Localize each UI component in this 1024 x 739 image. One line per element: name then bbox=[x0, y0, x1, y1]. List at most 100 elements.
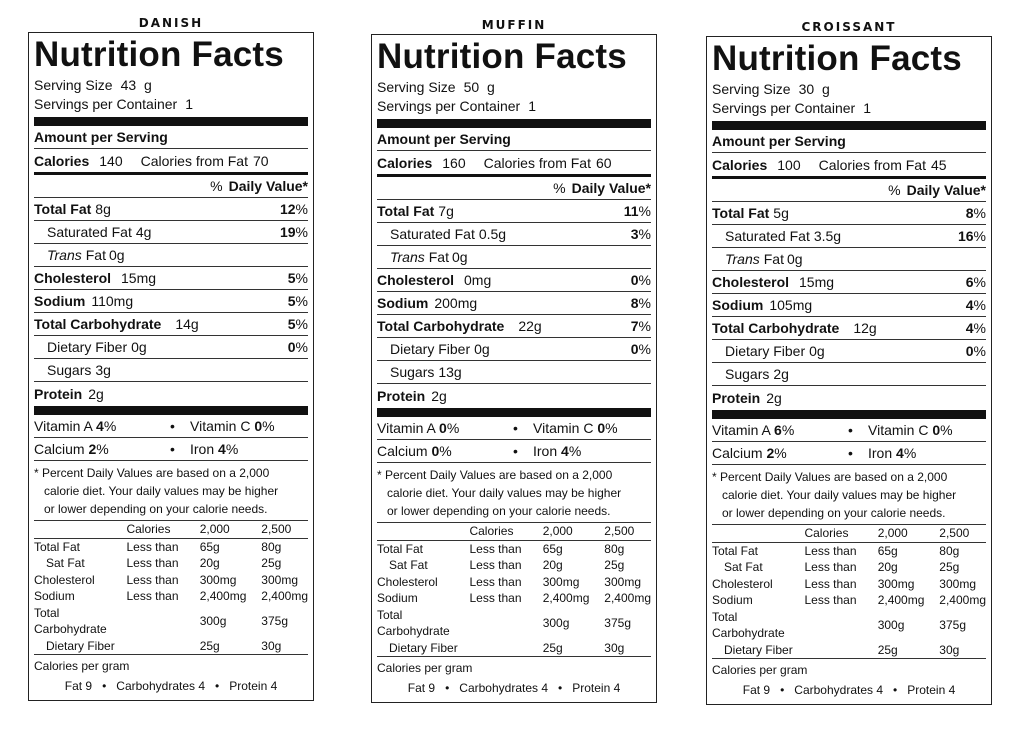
sodium-percent: 8% bbox=[630, 295, 651, 311]
reference-table-cell: 20g bbox=[877, 560, 898, 574]
reference-table-cell: 2,400mg bbox=[604, 591, 651, 605]
servings-value: 1 bbox=[185, 95, 193, 112]
reference-table-cell: Total Fat bbox=[34, 539, 81, 554]
calories-per-gram: Calories per gram Fat 9 • Carbohydrates … bbox=[377, 657, 651, 702]
trans-fat-value: 0g bbox=[451, 249, 468, 265]
reference-table-row: Sat Fat Less than 20g 25g bbox=[712, 559, 986, 576]
thick-divider bbox=[377, 119, 651, 128]
sodium-percent: 4% bbox=[965, 297, 986, 313]
reference-table-cell: Total Fat bbox=[712, 543, 759, 558]
trans-fat-label: Fat bbox=[763, 251, 784, 267]
reference-table-cell: Less than bbox=[126, 556, 179, 570]
reference-table-cell bbox=[126, 605, 199, 638]
reference-table-cell: Total Fat bbox=[377, 541, 424, 556]
reference-table-row: Dietary Fiber 25g 30g bbox=[34, 638, 308, 655]
calories-row: Calories 160 Calories from Fat 60 bbox=[377, 151, 651, 174]
protein-row: Protein 2g bbox=[712, 386, 986, 409]
reference-table-cell: 25g bbox=[542, 640, 563, 655]
daily-value-label: Daily Value* bbox=[906, 182, 986, 198]
reference-table-cell: 20g bbox=[542, 558, 563, 572]
cholesterol-value: 15mg bbox=[799, 274, 835, 290]
servings-value: 1 bbox=[863, 99, 871, 116]
serving-size: Serving Size 50 g bbox=[377, 77, 651, 96]
daily-value-footnote: * Percent Daily Values are based on a 2,… bbox=[377, 463, 651, 523]
reference-table-cell: Sodium bbox=[712, 593, 753, 607]
footnote-line: * Percent Daily Values are based on a 2,… bbox=[377, 468, 613, 482]
reference-table-cell: 2,500 bbox=[261, 522, 292, 536]
servings-label: Servings per Container bbox=[712, 99, 856, 116]
reference-table-cell: Dietary Fiber bbox=[724, 642, 793, 657]
minerals-row: Calcium 2% • Iron 4% bbox=[712, 442, 986, 465]
bullet-separator: • bbox=[513, 443, 518, 459]
total-fat-row: Total Fat 7g 11% bbox=[377, 200, 651, 223]
footnote-line: calorie diet. Your daily values may be h… bbox=[387, 486, 622, 500]
total-carbohydrate-percent: 4% bbox=[965, 320, 986, 336]
protein-value: 2g bbox=[766, 389, 782, 406]
total-carbohydrate-value: 12g bbox=[853, 320, 877, 336]
cholesterol-percent: 0% bbox=[630, 272, 651, 288]
calories-label: Calories bbox=[377, 154, 433, 171]
reference-table-cell: 2,400mg bbox=[261, 589, 308, 603]
vitamins-row: Vitamin A 4% • Vitamin C 0% bbox=[34, 415, 308, 438]
reference-table-cell: 300mg bbox=[199, 572, 237, 587]
serving-size-label: Serving Size bbox=[712, 80, 791, 97]
reference-table-row: Total Carbohydrate 300g 375g bbox=[712, 609, 986, 642]
reference-table-row: Total Fat Less than 65g 80g bbox=[377, 540, 651, 557]
reference-table-cell: Total Carbohydrate bbox=[377, 607, 450, 639]
serving-size-value: 43 g bbox=[120, 76, 152, 93]
calories-per-gram-label: Calories per gram bbox=[34, 659, 130, 673]
saturated-fat-label: Saturated Fat bbox=[390, 226, 475, 242]
sugars-value: 2g bbox=[773, 366, 789, 382]
trans-label: Trans bbox=[725, 251, 760, 267]
total-carbohydrate-percent: 7% bbox=[630, 318, 651, 334]
sodium-value: 110mg bbox=[91, 293, 134, 309]
sodium-label: Sodium bbox=[712, 297, 764, 313]
reference-table-row: Cholesterol Less than 300mg 300mg bbox=[377, 574, 651, 591]
product-title: Muffin bbox=[481, 18, 547, 32]
sugars-label: Sugars bbox=[725, 366, 770, 382]
total-carbohydrate-percent: 5% bbox=[287, 316, 308, 332]
reference-table-cell: 25g bbox=[939, 560, 960, 574]
total-carbohydrate-row: Total Carbohydrate 14g 5% bbox=[34, 313, 308, 336]
reference-table-cell bbox=[126, 638, 199, 655]
reference-table-cell: 2,500 bbox=[939, 526, 970, 540]
calories-value: 100 bbox=[777, 156, 801, 173]
reference-table-cell: 300g bbox=[199, 613, 227, 628]
bullet-separator: • bbox=[170, 441, 175, 457]
vitamins-row: Vitamin A 0% • Vitamin C 0% bbox=[377, 417, 651, 440]
reference-table-cell: 300mg bbox=[877, 576, 915, 591]
cholesterol-percent: 6% bbox=[965, 274, 986, 290]
reference-table-cell: Cholesterol bbox=[34, 572, 95, 587]
bullet-separator: • bbox=[848, 422, 853, 438]
reference-table-row: Cholesterol Less than 300mg 300mg bbox=[712, 576, 986, 593]
reference-table-cell: Sat Fat bbox=[724, 560, 763, 574]
reference-table-cell: Sat Fat bbox=[389, 558, 428, 572]
total-carbohydrate-value: 22g bbox=[518, 318, 542, 334]
daily-value-footnote: * Percent Daily Values are based on a 2,… bbox=[34, 461, 308, 521]
sodium-row: Sodium 200mg 8% bbox=[377, 292, 651, 315]
daily-value-prefix: % bbox=[553, 180, 566, 196]
protein-value: 2g bbox=[88, 385, 104, 402]
footnote-line: * Percent Daily Values are based on a 2,… bbox=[34, 466, 270, 480]
nutrition-facts-heading: Nutrition Facts bbox=[712, 39, 962, 78]
reference-table-cell: 65g bbox=[877, 543, 898, 558]
reference-table-cell: Cholesterol bbox=[377, 574, 438, 589]
reference-table-cell bbox=[34, 521, 126, 538]
dietary-fiber-row: Dietary Fiber 0g 0% bbox=[712, 340, 986, 363]
reference-table-cell: Less than bbox=[804, 593, 857, 607]
saturated-fat-label: Saturated Fat bbox=[47, 224, 132, 240]
reference-table-cell: Less than bbox=[469, 574, 522, 589]
reference-table-cell: Less than bbox=[804, 543, 857, 558]
reference-table-cell: Sodium bbox=[34, 589, 75, 603]
reference-table-cell bbox=[804, 609, 877, 642]
servings-label: Servings per Container bbox=[377, 97, 521, 114]
reference-table-row: Total Carbohydrate 300g 375g bbox=[377, 607, 651, 640]
fat-per-gram: Fat 9 bbox=[64, 679, 93, 693]
saturated-fat-row: Saturated Fat 3.5g 16% bbox=[712, 225, 986, 248]
nutrition-facts-panel: Nutrition Facts Serving Size 50 g Servin… bbox=[371, 34, 657, 703]
serving-size-value: 30 g bbox=[798, 80, 830, 97]
nutrition-label-column: Croissant Nutrition Facts Serving Size 3… bbox=[706, 18, 992, 705]
reference-table-cell: 2,000 bbox=[877, 526, 908, 540]
cholesterol-label: Cholesterol bbox=[34, 270, 112, 286]
saturated-fat-percent: 3% bbox=[630, 226, 651, 242]
